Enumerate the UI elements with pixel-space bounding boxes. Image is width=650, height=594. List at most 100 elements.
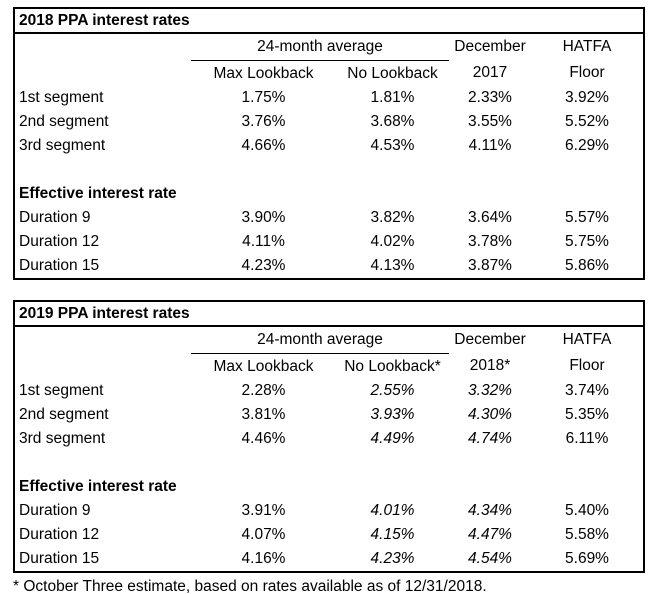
header-row-2: Max Lookback No Lookback 2017 Floor (14, 61, 644, 87)
header-spacer (14, 354, 191, 380)
rate-cell: 5.40% (565, 502, 609, 519)
section-label: Effective interest rate (19, 185, 177, 202)
rate-cell: 3.90% (241, 209, 286, 226)
rate-cell: 5.52% (565, 113, 609, 130)
rate-cell: 4.07% (241, 526, 286, 543)
page: 2018 PPA interest rates 24-month average… (0, 7, 650, 594)
col-header-december: December (454, 331, 526, 349)
rate-cell: 4.53% (370, 137, 415, 154)
rate-cell: 4.23% (241, 257, 286, 274)
rate-cell: 4.13% (370, 257, 415, 274)
row-label: 3rd segment (19, 137, 106, 154)
table-title-row: 2019 PPA interest rates (14, 301, 644, 327)
table-title: 2018 PPA interest rates (14, 8, 644, 34)
rate-cell: 5.57% (565, 209, 609, 226)
rate-cell: 3.68% (370, 113, 415, 130)
rate-cell-estimate: 4.30% (468, 406, 512, 423)
col-header-hatfa-floor: Floor (569, 357, 605, 375)
duration-row: Duration 9 3.90% 3.82% 3.64% 5.57% (14, 206, 644, 230)
col-header-max-lookback: Max Lookback (213, 64, 314, 82)
rate-cell-estimate: 4.74% (468, 430, 512, 447)
duration-row: Duration 12 4.11% 4.02% 3.78% 5.75% (14, 230, 644, 254)
rate-cell-estimate: 4.54% (468, 550, 512, 567)
row-label: Duration 12 (19, 526, 100, 543)
section-label: Effective interest rate (19, 478, 177, 495)
rate-cell: 3.76% (241, 113, 286, 130)
section-header-row: Effective interest rate (14, 475, 644, 499)
segment-row: 1st segment 1.75% 1.81% 2.33% 3.92% (14, 86, 644, 110)
header-spacer (14, 326, 191, 354)
segment-row: 3rd segment 4.66% 4.53% 4.11% 6.29% (14, 134, 644, 158)
table-title: 2019 PPA interest rates (14, 301, 644, 327)
rate-cell: 5.86% (565, 257, 609, 274)
duration-row: Duration 9 3.91% 4.01% 4.34% 5.40% (14, 499, 644, 523)
group-header-24-month-average: 24-month average (191, 326, 449, 354)
row-label: Duration 12 (19, 233, 100, 250)
rate-cell: 5.58% (565, 526, 609, 543)
col-header-hatfa: HATFA (562, 331, 612, 349)
rate-cell: 4.02% (370, 233, 415, 250)
header-spacer (14, 61, 191, 87)
col-header-hatfa-floor: Floor (569, 64, 605, 82)
rate-cell: 4.11% (468, 137, 512, 154)
rate-cell: 5.35% (565, 406, 609, 423)
section-header-row: Effective interest rate (14, 182, 644, 206)
rate-cell-estimate: 3.32% (468, 382, 512, 399)
ppa-2019-table: 2019 PPA interest rates 24-month average… (13, 300, 645, 573)
header-row-1: 24-month average December HATFA (14, 326, 644, 354)
rate-cell: 5.75% (565, 233, 609, 250)
segment-row: 1st segment 2.28% 2.55% 3.32% 3.74% (14, 379, 644, 403)
rate-cell: 5.69% (565, 550, 609, 567)
rate-cell: 3.74% (565, 382, 609, 399)
row-label: 2nd segment (19, 406, 109, 423)
spacer-row (14, 451, 644, 475)
rate-cell: 3.82% (370, 209, 415, 226)
footnote: * October Three estimate, based on rates… (13, 578, 487, 594)
rate-cell: 4.11% (242, 233, 285, 250)
rate-cell: 1.81% (370, 89, 415, 106)
col-header-max-lookback: Max Lookback (213, 357, 314, 375)
duration-row: Duration 15 4.16% 4.23% 4.54% 5.69% (14, 547, 644, 572)
segment-row: 2nd segment 3.76% 3.68% 3.55% 5.52% (14, 110, 644, 134)
row-label: 3rd segment (19, 430, 106, 447)
ppa-2018-table: 2018 PPA interest rates 24-month average… (13, 7, 645, 280)
segment-row: 3rd segment 4.46% 4.49% 4.74% 6.11% (14, 427, 644, 451)
rate-cell-estimate: 4.34% (468, 502, 512, 519)
header-row-1: 24-month average December HATFA (14, 33, 644, 61)
rate-cell: 2.33% (468, 89, 512, 106)
rate-cell-estimate: 4.49% (370, 430, 415, 447)
rate-cell: 3.64% (468, 209, 512, 226)
row-label: 1st segment (19, 382, 104, 399)
rate-cell: 3.91% (241, 502, 286, 519)
rate-cell: 1.75% (241, 89, 286, 106)
rate-cell: 3.81% (241, 406, 286, 423)
spacer-row (14, 158, 644, 182)
table-title-row: 2018 PPA interest rates (14, 8, 644, 34)
row-label: 1st segment (19, 89, 104, 106)
col-header-hatfa: HATFA (562, 38, 612, 56)
row-label: Duration 15 (19, 257, 100, 274)
group-header-24-month-average: 24-month average (191, 33, 449, 61)
rate-cell: 4.66% (241, 137, 286, 154)
segment-row: 2nd segment 3.81% 3.93% 4.30% 5.35% (14, 403, 644, 427)
rate-cell: 4.16% (241, 550, 286, 567)
rate-cell: 4.46% (241, 430, 286, 447)
rate-cell-estimate: 3.93% (370, 406, 415, 423)
header-row-2: Max Lookback No Lookback* 2018* Floor (14, 354, 644, 380)
rate-cell: 3.92% (565, 89, 609, 106)
rate-cell: 6.11% (565, 430, 609, 447)
rate-cell-estimate: 4.23% (370, 550, 415, 567)
col-header-december-year: 2018* (469, 357, 511, 375)
rate-cell-estimate: 4.15% (370, 526, 415, 543)
duration-row: Duration 12 4.07% 4.15% 4.47% 5.58% (14, 523, 644, 547)
col-header-no-lookback: No Lookback* (344, 357, 441, 375)
rate-cell-estimate: 4.01% (370, 502, 415, 519)
row-label: Duration 9 (19, 502, 91, 519)
rate-cell: 2.28% (241, 382, 286, 399)
col-header-december-year: 2017 (472, 64, 508, 82)
row-label: Duration 15 (19, 550, 100, 567)
header-spacer (14, 33, 191, 61)
col-header-no-lookback: No Lookback (347, 64, 438, 82)
rate-cell: 3.87% (468, 257, 512, 274)
row-label: Duration 9 (19, 209, 91, 226)
